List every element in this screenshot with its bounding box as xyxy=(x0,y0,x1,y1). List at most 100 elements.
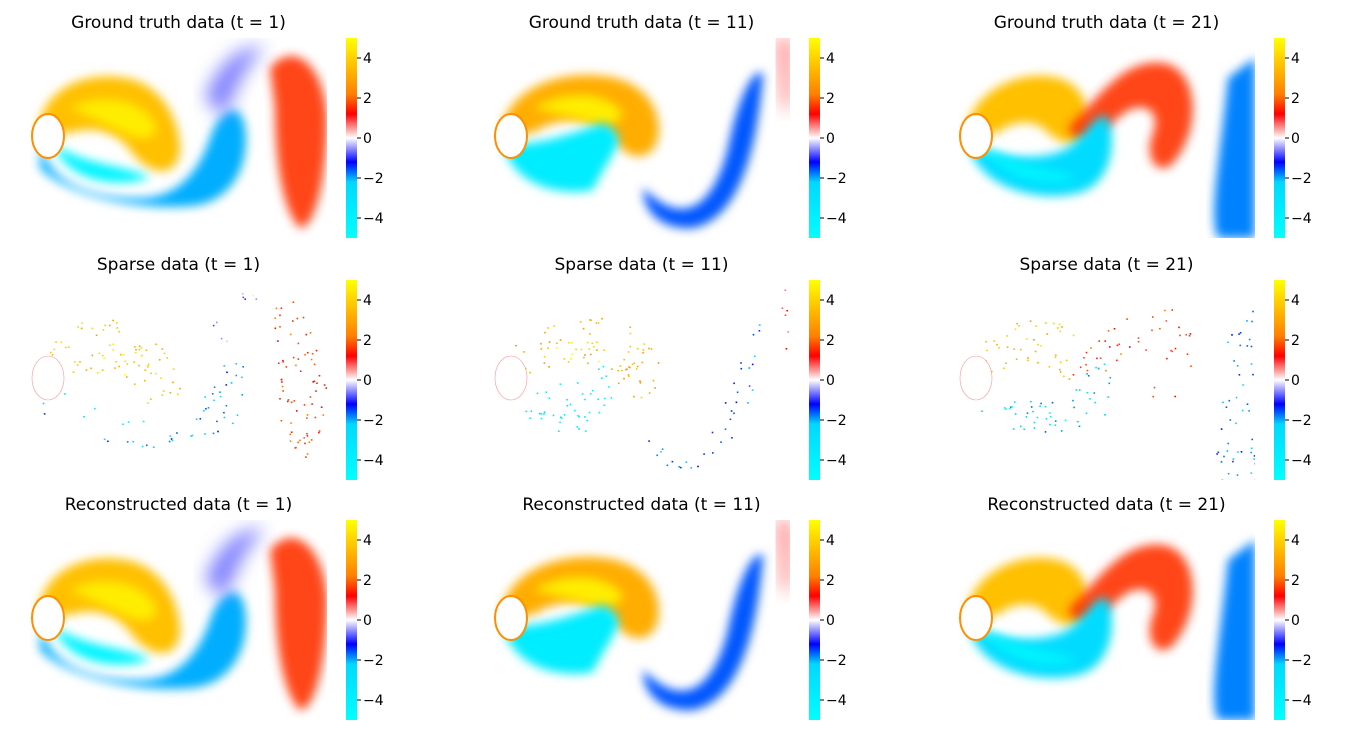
sparse-sample xyxy=(1153,386,1156,389)
sparse-sample xyxy=(80,327,83,330)
sparse-sample xyxy=(216,420,218,423)
sparse-sample xyxy=(315,349,318,352)
sparse-sample xyxy=(1033,427,1036,429)
sparse-sample xyxy=(635,368,638,370)
sparse-sample xyxy=(292,301,295,303)
sparse-sample xyxy=(628,366,630,368)
sparse-sample xyxy=(1054,424,1057,426)
sparse-sample xyxy=(1079,366,1082,369)
colorbar xyxy=(1274,38,1285,238)
sparse-sample xyxy=(126,376,128,378)
colorbar-tick-label: −4 xyxy=(1291,453,1312,469)
sparse-sample xyxy=(166,357,169,359)
sparse-sample xyxy=(1077,420,1079,423)
sparse-sample xyxy=(543,362,546,364)
sparse-sample xyxy=(993,340,995,342)
sparse-sample xyxy=(102,329,105,331)
sparse-sample xyxy=(1186,353,1189,355)
vortex-region xyxy=(643,554,763,711)
sparse-sample xyxy=(598,360,600,363)
sparse-sample xyxy=(790,293,792,295)
sparse-sample xyxy=(1248,410,1250,412)
colorbar-tick-label: −2 xyxy=(1291,413,1312,429)
sparse-sample xyxy=(731,437,733,439)
sparse-sample xyxy=(223,416,226,419)
sparse-sample xyxy=(1250,447,1253,450)
sparse-sample xyxy=(155,343,157,346)
sparse-sample xyxy=(304,442,306,445)
sparse-sample xyxy=(296,317,299,320)
sparse-sample xyxy=(1253,455,1255,457)
sparse-sample xyxy=(1078,425,1081,428)
sparse-sample xyxy=(640,396,643,399)
sparse-sample xyxy=(1003,407,1006,409)
sparse-sample xyxy=(126,363,129,365)
sparse-sample xyxy=(107,440,109,443)
sparse-sample xyxy=(138,348,141,351)
sparse-sample xyxy=(626,368,628,370)
sparse-sample xyxy=(138,345,141,347)
colorbar-tick-label: −4 xyxy=(1291,693,1312,709)
sparse-sample xyxy=(590,319,592,321)
sparse-sample xyxy=(1061,326,1063,328)
colorbar-tick-label: 0 xyxy=(363,131,372,147)
sparse-sample xyxy=(1044,431,1047,433)
sparse-sample xyxy=(991,370,993,373)
colorbar-tick-label: 0 xyxy=(826,131,835,147)
sparse-sample xyxy=(642,349,645,351)
sparse-sample xyxy=(560,417,563,419)
sparse-sample xyxy=(1045,322,1047,324)
sparse-sample xyxy=(1238,374,1241,376)
sparse-sample xyxy=(579,321,582,323)
sparse-sample xyxy=(633,362,636,364)
sparse-sample xyxy=(1057,327,1059,329)
cylinder-obstacle xyxy=(959,113,993,159)
sparse-sample xyxy=(759,324,761,326)
sparse-sample xyxy=(1254,479,1255,480)
sparse-sample xyxy=(223,365,226,367)
sparse-sample xyxy=(996,343,998,346)
sparse-sample xyxy=(735,401,738,404)
sparse-sample xyxy=(581,393,584,395)
sparse-sample xyxy=(1029,320,1032,322)
sparse-sample xyxy=(1045,418,1048,420)
heatmap-field xyxy=(966,540,1255,720)
sparse-sample xyxy=(225,384,228,386)
sparse-sample xyxy=(1035,325,1037,327)
colorbar-tick-label: −2 xyxy=(1291,653,1312,669)
sparse-sample xyxy=(1227,472,1230,475)
sparse-sample xyxy=(611,368,613,370)
sparse-sample xyxy=(543,411,546,413)
cylinder-obstacle xyxy=(31,113,65,159)
sparse-sample xyxy=(1025,416,1028,418)
sparse-sample xyxy=(311,403,313,405)
sparse-sample xyxy=(1046,333,1049,335)
sparse-sample xyxy=(1116,359,1118,362)
sparse-sample xyxy=(559,383,562,385)
sparse-sample xyxy=(1116,344,1119,347)
sparse-sample xyxy=(1095,366,1097,369)
colorbar-tick-label: 4 xyxy=(1291,533,1300,549)
sparse-sample xyxy=(42,402,45,405)
sparse-sample xyxy=(1240,451,1243,453)
sparse-sample xyxy=(981,410,983,412)
sparse-sample xyxy=(134,346,136,348)
sparse-sample xyxy=(720,441,722,443)
sparse-sample xyxy=(204,396,206,398)
sparse-sample xyxy=(1185,334,1187,336)
sparse-sample xyxy=(591,389,594,392)
panel-title: Reconstructed data (t = 11) xyxy=(522,495,760,515)
colorbar xyxy=(809,280,820,480)
sparse-sample xyxy=(751,389,754,391)
sparse-sample xyxy=(559,339,562,341)
sparse-sample xyxy=(1050,415,1052,418)
cylinder-obstacle xyxy=(959,595,993,641)
colorbar-tick-label: 0 xyxy=(1291,613,1300,629)
sparse-sample xyxy=(642,352,644,354)
colorbar xyxy=(346,280,357,480)
sparse-sample xyxy=(571,341,573,344)
sparse-sample xyxy=(576,426,579,428)
sparse-sample xyxy=(1226,450,1229,452)
panel-reconstructed-t11: Reconstructed data (t = 11) 4 2 0 −2 −4 xyxy=(494,495,847,720)
